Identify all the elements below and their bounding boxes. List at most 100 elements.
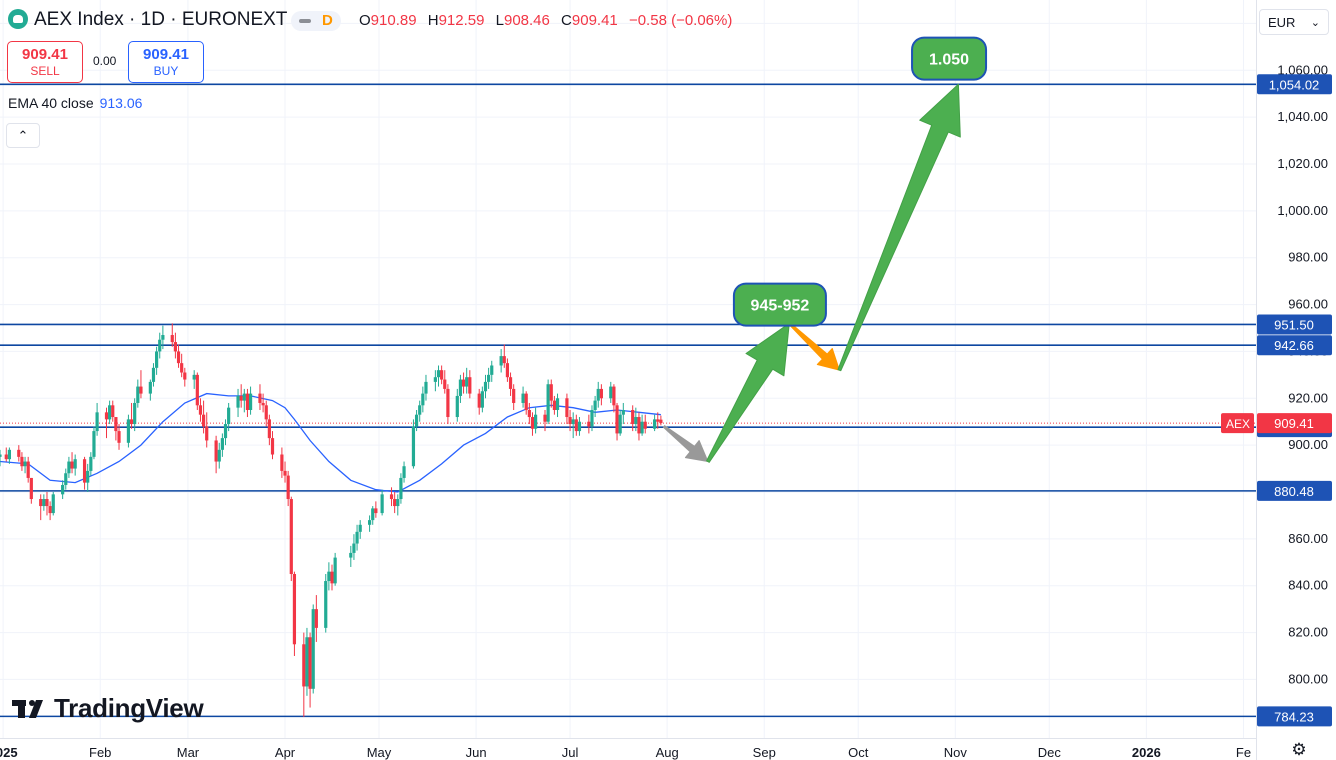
candle-body	[227, 407, 231, 425]
candle-body	[20, 456, 24, 467]
candle-body	[631, 410, 635, 425]
candle-body	[117, 431, 121, 443]
time-tick-label: Nov	[944, 745, 968, 760]
candle-body	[634, 417, 638, 425]
candle-body	[311, 609, 315, 689]
market-status-label: D	[322, 12, 333, 29]
level-price-label: 1,054.02	[1269, 77, 1320, 92]
candle-body	[17, 449, 21, 457]
settings-gear-icon[interactable]: ⚙	[1291, 740, 1307, 759]
projection-arrows[interactable]	[662, 83, 961, 463]
candle-body	[26, 461, 30, 478]
symbol-title[interactable]: AEX Index · 1D · EURONEXT	[8, 9, 287, 31]
collapse-legend-button[interactable]: ⌃	[6, 123, 40, 148]
candle-body	[487, 374, 491, 382]
buy-label: BUY	[153, 64, 179, 78]
horizontal-levels[interactable]	[0, 83, 1256, 718]
candle-body	[555, 398, 560, 410]
ema-40-path	[0, 392, 661, 493]
candle-body	[327, 571, 331, 582]
candle-body	[248, 393, 253, 410]
low-label: L	[495, 12, 504, 29]
candle-body	[205, 426, 209, 441]
candle-body	[477, 393, 481, 408]
candle-body	[421, 393, 425, 406]
annotation-bubble[interactable]	[732, 282, 827, 327]
candle-body	[461, 379, 466, 387]
candle-body	[524, 393, 528, 410]
level-price-tag	[1257, 706, 1332, 727]
candle-body	[92, 431, 96, 457]
candle-body	[590, 410, 594, 427]
candle-body	[465, 377, 469, 387]
candle-body	[490, 365, 494, 375]
candle-body	[549, 384, 553, 401]
price-tick-label: 1,020.00	[1277, 156, 1328, 171]
annotation-bubble[interactable]	[911, 36, 988, 81]
candle-body	[618, 414, 622, 434]
candle-body	[599, 388, 603, 399]
candle-body	[64, 473, 68, 485]
time-tick-label: 2026	[1132, 745, 1161, 760]
time-tick-label: Sep	[753, 745, 776, 760]
candle-body	[183, 372, 187, 380]
high-value: 912.59	[438, 12, 485, 29]
candle-body	[302, 644, 306, 687]
candle-body	[596, 388, 600, 401]
close-value: 909.41	[571, 12, 618, 29]
candle-body	[552, 400, 556, 410]
candle-body	[283, 470, 287, 476]
candle-body	[389, 494, 394, 500]
buy-button[interactable]: 909.41 BUY	[128, 41, 204, 83]
sell-button[interactable]: 909.41 SELL	[7, 41, 83, 83]
candle-body	[546, 384, 550, 422]
level-price-tag	[1257, 314, 1332, 335]
orange-projection-arrow[interactable]	[788, 322, 840, 371]
candle-body	[42, 499, 46, 507]
market-status-pill[interactable]: D	[291, 11, 341, 31]
last-price-label: 909.41	[1274, 416, 1314, 431]
candle-body	[612, 386, 616, 406]
green-projection-arrow[interactable]	[837, 83, 961, 372]
candle-body	[414, 414, 419, 427]
candle-body	[136, 386, 140, 403]
candle-body	[565, 398, 569, 418]
currency-label: EUR	[1268, 15, 1296, 30]
chevron-up-icon: ⌃	[17, 128, 29, 143]
green-projection-arrow[interactable]	[706, 322, 790, 463]
annotations[interactable]: 945-952 1.050	[732, 36, 988, 327]
candle-body	[261, 402, 265, 406]
candle-body	[89, 456, 93, 471]
price-tick-label: 1,060.00	[1277, 62, 1328, 77]
candle-body	[330, 571, 334, 584]
time-tick-label: May	[367, 745, 392, 760]
candle-body	[455, 395, 459, 418]
candle-body	[308, 637, 312, 689]
change-value: −0.58 (−0.06%)	[628, 12, 733, 29]
ohlc-legend: O910.89 H912.59 L908.46 C909.41 −0.58 (−…	[359, 12, 739, 29]
candle-body	[502, 356, 506, 364]
candle-body	[242, 393, 246, 401]
price-tick-label: 920.00	[1288, 390, 1328, 405]
currency-selector[interactable]: EUR ⌄	[1259, 9, 1329, 35]
candle-body	[267, 419, 271, 439]
candle-body	[201, 414, 206, 427]
candle-body	[380, 494, 384, 514]
market-closed-icon	[299, 19, 311, 23]
candle-body	[45, 499, 49, 507]
candle-body	[155, 351, 159, 368]
candle-body	[29, 477, 33, 500]
candle-body	[577, 421, 582, 432]
candle-body	[173, 342, 178, 352]
gray-projection-arrow[interactable]	[662, 425, 709, 462]
ema-legend[interactable]: EMA 40 close 913.06	[8, 95, 142, 111]
exchange-logo-icon	[8, 9, 28, 29]
ema-value: 913.06	[99, 95, 143, 111]
candle-body	[270, 438, 275, 455]
candle-body	[23, 461, 27, 467]
time-tick-label: Jul	[562, 745, 579, 760]
candle-body	[151, 367, 156, 382]
price-tick-label: 960.00	[1288, 297, 1328, 312]
